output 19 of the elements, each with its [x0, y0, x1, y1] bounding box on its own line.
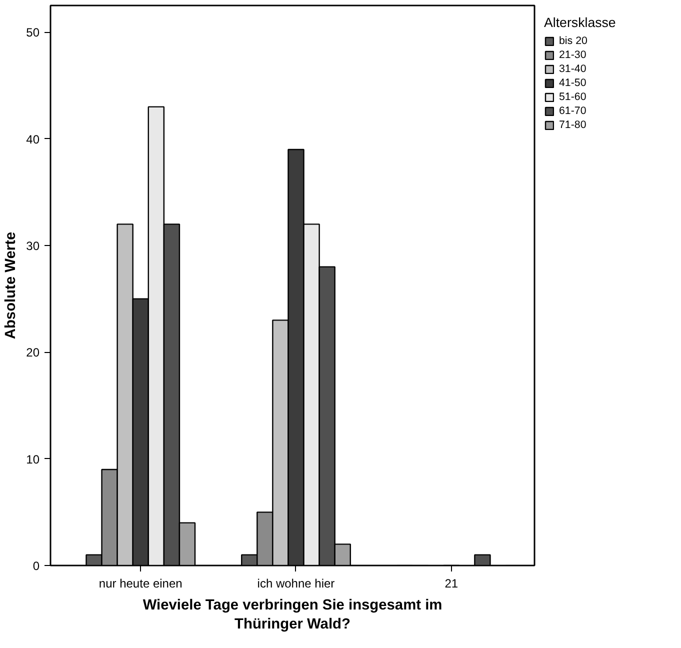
legend-label: 61-70	[559, 105, 586, 117]
y-tick-label: 40	[26, 132, 40, 146]
y-tick-label: 10	[26, 452, 40, 466]
y-tick-label: 50	[26, 26, 40, 40]
x-axis-title: Wieviele Tage verbringen Sie insgesamt im Thüringer Wald?	[142, 598, 442, 633]
y-axis-title: Absolute Werte	[3, 232, 20, 340]
x-tick-label: nur heute einen	[98, 576, 182, 590]
x-tick-label: ich wohne hier	[257, 576, 335, 590]
legend-label: 21-30	[559, 49, 586, 61]
legend-label: 71-80	[559, 119, 586, 131]
y-tick-label: 20	[26, 346, 40, 360]
legend-title: Altersklasse	[544, 15, 616, 30]
legend-label: 31-40	[559, 63, 586, 75]
legend-label: bis 20	[559, 35, 588, 47]
legend-label: 51-60	[559, 91, 586, 103]
x-tick-label: 21	[444, 576, 458, 590]
y-tick-label: 30	[26, 239, 40, 253]
y-tick-label: 0	[32, 559, 40, 573]
legend-label: 41-50	[559, 77, 586, 89]
